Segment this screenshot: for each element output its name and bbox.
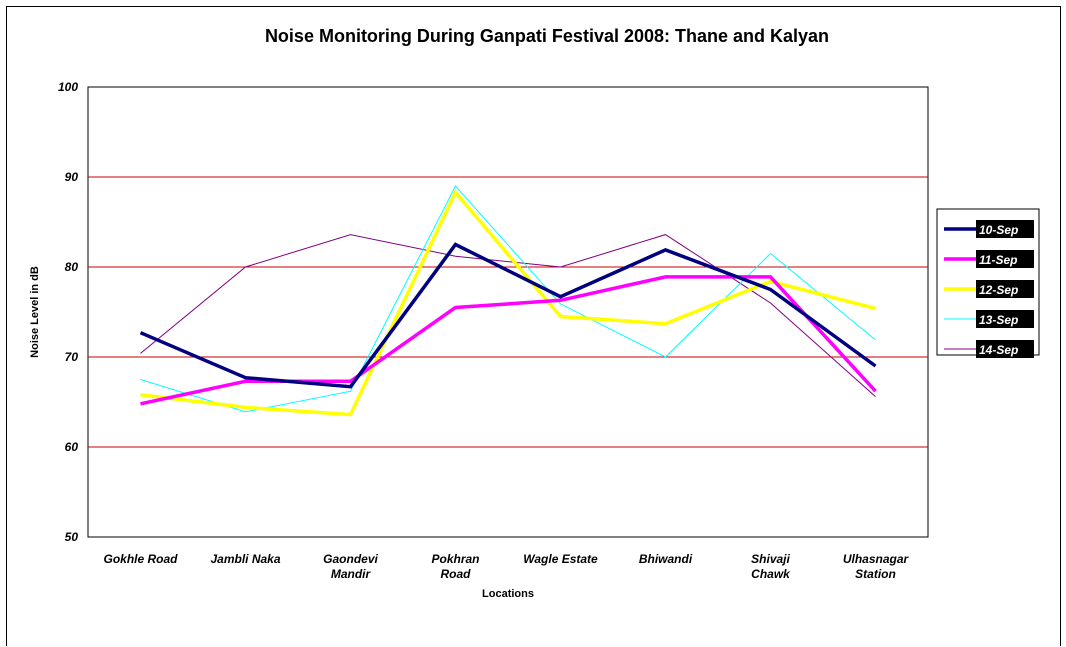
legend-label: 12-Sep xyxy=(979,283,1018,297)
x-category-label: Jambli Naka xyxy=(210,552,280,566)
x-category-label-line: Mandir xyxy=(331,567,372,581)
y-tick-label: 90 xyxy=(65,170,79,184)
y-axis-title: Noise Level in dB xyxy=(29,266,41,358)
gridlines xyxy=(88,176,928,448)
series-lines xyxy=(139,185,877,417)
x-category-label-line: Bhiwandi xyxy=(639,552,693,566)
x-category-label-line: Pokhran xyxy=(431,552,479,566)
legend-label-bg xyxy=(976,340,1034,358)
legend-label: 10-Sep xyxy=(979,223,1018,237)
x-category-label-line: Gokhle Road xyxy=(103,552,178,566)
legend-label-bg xyxy=(976,310,1034,328)
x-category-label-line: Ulhasnagar xyxy=(843,552,910,566)
legend-item: 10-Sep xyxy=(944,220,1034,238)
legend: 10-Sep 11-Sep 12-Sep 13-Sep 14-Sep xyxy=(936,208,1040,358)
series-line-12-sep xyxy=(140,189,876,417)
legend-label: 13-Sep xyxy=(979,313,1018,327)
legend-label-bg xyxy=(976,280,1034,298)
chart-title: Noise Monitoring During Ganpati Festival… xyxy=(265,26,829,46)
x-axis-title: Locations xyxy=(482,588,534,600)
legend-item: 12-Sep xyxy=(944,280,1034,298)
legend-label-bg xyxy=(976,250,1034,268)
y-tick-label: 50 xyxy=(65,530,79,544)
x-category-label-line: Shivaji xyxy=(751,552,790,566)
legend-label-bg xyxy=(976,220,1034,238)
legend-label: 14-Sep xyxy=(979,343,1018,357)
y-tick-label: 100 xyxy=(58,80,78,94)
x-category-label-line: Jambli Naka xyxy=(210,552,280,566)
y-axis-ticks: 50 60 70 80 90 100 xyxy=(58,80,78,544)
x-category-label-line: Road xyxy=(441,567,472,581)
legend-item: 11-Sep xyxy=(944,250,1034,268)
x-category-label: Bhiwandi xyxy=(639,552,693,566)
plot-area xyxy=(87,86,929,538)
x-category-label-line: Wagle Estate xyxy=(523,552,598,566)
y-tick-label: 60 xyxy=(65,440,79,454)
series-line-11-sep xyxy=(140,275,877,406)
legend-item: 14-Sep xyxy=(944,340,1034,358)
x-category-label: Wagle Estate xyxy=(523,552,598,566)
x-category-label: Gokhle Road xyxy=(103,552,178,566)
legend-item: 13-Sep xyxy=(944,310,1034,328)
line-chart: Noise Monitoring During Ganpati Festival… xyxy=(29,26,1040,600)
x-category-label-line: Gaondevi xyxy=(323,552,378,566)
y-tick-label: 80 xyxy=(65,260,79,274)
series-line-10-sep xyxy=(139,242,877,389)
y-tick-label: 70 xyxy=(65,350,79,364)
legend-label: 11-Sep xyxy=(979,253,1017,267)
x-category-label-line: Chawk xyxy=(751,567,791,581)
series-line-14-sep xyxy=(140,234,876,397)
chart-frame: Noise Monitoring During Ganpati Festival… xyxy=(6,6,1061,646)
x-category-label-line: Station xyxy=(855,567,896,581)
